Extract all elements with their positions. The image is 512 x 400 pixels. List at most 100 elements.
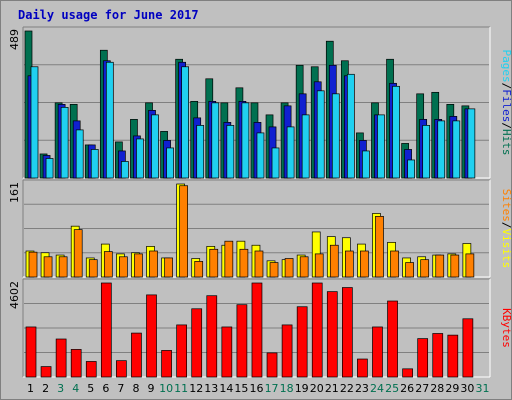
bar-kbytes-day-24 — [372, 326, 383, 378]
bar-kbytes-day-21 — [326, 291, 338, 378]
y-max-label-kbytes: 4602 — [8, 281, 21, 309]
x-tick-day-8: 8 — [132, 382, 139, 395]
bar-pages-day-23 — [362, 150, 370, 179]
bar-sites-day-1 — [28, 251, 38, 278]
bar-pages-day-10 — [166, 147, 174, 179]
bar-pages-day-27 — [422, 125, 431, 179]
bar-pages-day-2 — [45, 158, 54, 179]
x-tick-day-30: 30 — [460, 382, 474, 395]
bar-sites-day-28 — [435, 254, 445, 278]
bar-kbytes-day-6 — [100, 282, 112, 378]
bar-sites-day-12 — [194, 261, 204, 278]
x-tick-day-25: 25 — [385, 382, 399, 395]
bar-sites-day-21 — [329, 244, 339, 278]
legend-part-hits: Hits — [500, 129, 512, 156]
legend-part-kbytes: KBytes — [500, 308, 512, 348]
x-tick-day-13: 13 — [204, 382, 218, 395]
bar-kbytes-day-18 — [281, 324, 293, 378]
bar-pages-day-17 — [271, 147, 280, 179]
bar-pages-day-6 — [105, 61, 114, 179]
x-tick-day-29: 29 — [445, 382, 459, 395]
bar-sites-day-15 — [239, 248, 249, 278]
bar-pages-day-4 — [75, 129, 84, 179]
bar-sites-day-17 — [269, 262, 279, 278]
bar-pages-day-5 — [90, 149, 99, 179]
legend-kbytes: KBytes — [500, 308, 512, 348]
bar-pages-day-12 — [196, 125, 205, 179]
bar-kbytes-day-2 — [40, 366, 52, 378]
x-tick-day-4: 4 — [72, 382, 79, 395]
bar-pages-day-7 — [121, 161, 129, 179]
x-tick-day-20: 20 — [310, 382, 324, 395]
x-tick-day-27: 27 — [415, 382, 429, 395]
x-tick-day-28: 28 — [430, 382, 444, 395]
bar-sites-day-18 — [284, 258, 294, 278]
bar-kbytes-day-16 — [251, 282, 263, 378]
legend-part-visits: Visits — [500, 229, 512, 269]
bar-sites-day-9 — [149, 250, 158, 278]
bar-kbytes-day-29 — [447, 334, 459, 378]
legend-part-files: Files — [500, 89, 512, 122]
legend-visits-sites: Sites/Visits — [500, 189, 512, 269]
bar-sites-day-2 — [43, 256, 53, 278]
bar-pages-day-20 — [316, 90, 325, 179]
bar-kbytes-day-19 — [296, 306, 308, 378]
bar-sites-day-8 — [134, 253, 143, 278]
x-tick-day-3: 3 — [57, 382, 64, 395]
legend-hits-files-pages: Pages/Files/Hits — [500, 50, 512, 156]
bar-kbytes-day-20 — [311, 282, 323, 378]
bar-pages-day-24 — [377, 114, 385, 179]
bar-kbytes-day-7 — [116, 360, 127, 378]
bar-kbytes-day-27 — [417, 338, 429, 378]
bar-pages-day-11 — [181, 66, 189, 179]
bar-sites-day-24 — [375, 215, 384, 278]
x-tick-day-24: 24 — [370, 382, 384, 395]
x-tick-day-17: 17 — [265, 382, 279, 395]
bar-sites-day-14 — [224, 240, 234, 278]
bar-pages-day-14 — [226, 125, 235, 179]
x-tick-day-10: 10 — [159, 382, 173, 395]
bar-kbytes-day-5 — [85, 361, 97, 378]
x-tick-day-11: 11 — [174, 382, 188, 395]
x-tick-day-2: 2 — [42, 382, 49, 395]
bar-kbytes-day-23 — [357, 358, 368, 378]
bar-sites-day-16 — [254, 250, 264, 278]
bar-pages-day-22 — [347, 73, 355, 179]
bar-kbytes-day-12 — [191, 308, 203, 378]
bar-sites-day-7 — [119, 256, 128, 278]
x-tick-day-26: 26 — [400, 382, 414, 395]
x-tick-day-9: 9 — [148, 382, 155, 395]
bar-kbytes-day-30 — [462, 318, 474, 378]
bar-pages-day-15 — [241, 102, 250, 179]
bar-pages-day-3 — [60, 107, 69, 179]
bar-kbytes-day-8 — [131, 332, 142, 378]
x-tick-day-1: 1 — [27, 382, 34, 395]
bar-kbytes-day-14 — [221, 326, 233, 378]
bar-kbytes-day-13 — [206, 295, 218, 378]
x-tick-day-22: 22 — [340, 382, 354, 395]
bar-sites-day-4 — [73, 229, 83, 278]
bar-kbytes-day-4 — [70, 349, 82, 378]
bar-kbytes-day-3 — [55, 338, 67, 378]
bar-pages-day-18 — [286, 126, 295, 179]
bar-sites-day-29 — [450, 254, 460, 278]
x-tick-day-19: 19 — [295, 382, 309, 395]
bar-sites-day-30 — [465, 253, 475, 278]
bar-sites-day-19 — [299, 256, 309, 278]
bar-kbytes-day-25 — [387, 300, 398, 378]
bar-sites-day-3 — [58, 256, 68, 278]
x-tick-day-18: 18 — [280, 382, 294, 395]
bar-kbytes-day-22 — [342, 287, 353, 378]
bar-pages-day-30 — [467, 108, 476, 179]
y-max-label-hits-files-pages: 489 — [8, 29, 21, 50]
bar-pages-day-8 — [136, 138, 144, 179]
x-tick-day-14: 14 — [219, 382, 233, 395]
bar-kbytes-day-11 — [176, 324, 187, 378]
bar-kbytes-day-10 — [161, 350, 172, 378]
bar-pages-day-19 — [301, 114, 310, 179]
bar-sites-day-26 — [405, 262, 414, 278]
x-tick-day-21: 21 — [325, 382, 339, 395]
bar-kbytes-day-15 — [236, 304, 248, 378]
y-max-label-visits-sites: 161 — [8, 182, 21, 203]
